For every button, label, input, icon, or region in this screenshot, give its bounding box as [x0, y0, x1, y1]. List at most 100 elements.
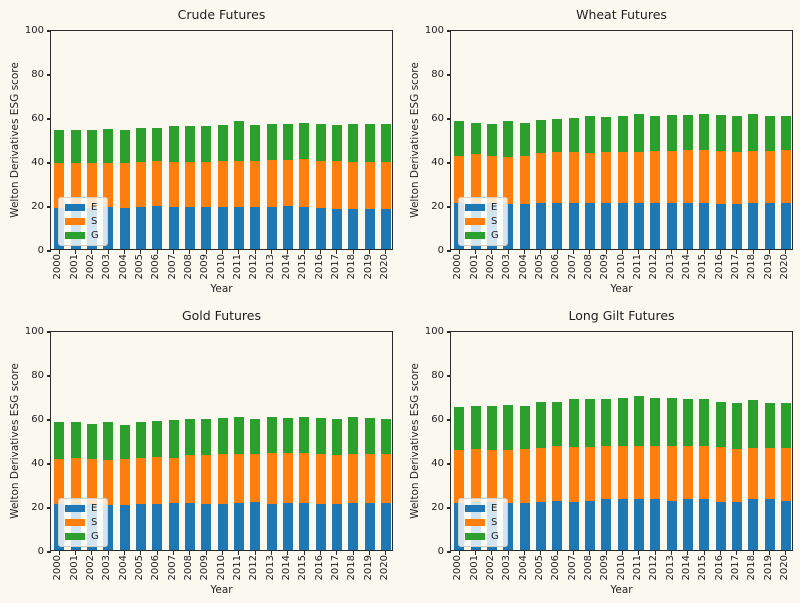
- bar-segment-e-2009: [601, 499, 612, 550]
- bar-segment-g-2018: [748, 400, 759, 448]
- x-tick-mark: [785, 551, 787, 555]
- bar-segment-e-2016: [715, 501, 726, 550]
- bar-segment-g-2020: [380, 419, 391, 455]
- x-tick-mark: [507, 250, 509, 254]
- x-tick-mark: [687, 250, 689, 254]
- bar-segment-e-2003: [503, 502, 514, 550]
- bar-segment-g-2012: [650, 115, 661, 152]
- bar-segment-e-2020: [780, 500, 791, 550]
- bar-segment-g-2010: [217, 418, 228, 455]
- x-tick-mark: [140, 551, 142, 555]
- x-tick-mark: [474, 250, 477, 254]
- x-tick-label: 2018: [346, 555, 358, 581]
- bar-segment-s-2009: [601, 152, 612, 203]
- bar-segment-g-2009: [601, 399, 612, 446]
- y-tick-mark: [447, 463, 451, 465]
- legend-label: E: [491, 503, 498, 514]
- bar-segment-s-2004: [119, 163, 130, 209]
- y-tick-mark: [447, 507, 451, 509]
- bar-segment-e-2015: [699, 202, 710, 249]
- bar-segment-g-2004: [519, 122, 530, 156]
- x-tick-label: 2010: [615, 254, 627, 280]
- bar-segment-g-2000: [54, 130, 65, 164]
- bar-segment-g-2009: [201, 419, 212, 456]
- bar-segment-e-2014: [682, 202, 693, 249]
- bar-segment-g-2012: [250, 124, 261, 161]
- x-tick-mark: [303, 551, 305, 555]
- x-tick-mark: [540, 551, 542, 555]
- bar-segment-e-2008: [184, 502, 195, 550]
- x-tick-label: 2007: [566, 254, 578, 280]
- bar-segment-s-2004: [119, 458, 130, 505]
- legend-swatch-e-icon: [65, 204, 85, 211]
- bar-segment-s-2000: [454, 155, 465, 203]
- bar-segment-e-2016: [315, 503, 326, 550]
- x-tick-mark: [719, 250, 722, 254]
- x-tick-label: 2013: [664, 555, 676, 581]
- x-tick-mark: [523, 250, 526, 254]
- bar-segment-s-2011: [233, 454, 244, 503]
- x-tick-label: 2008: [182, 254, 194, 280]
- bar-segment-e-2004: [119, 208, 130, 249]
- x-tick-mark: [287, 250, 289, 254]
- bar-segment-e-2007: [168, 207, 179, 249]
- bar-segment-s-2016: [315, 454, 326, 504]
- y-tick-label: 40: [431, 157, 444, 168]
- bar-segment-s-2014: [682, 445, 693, 500]
- y-tick-label: 40: [31, 458, 44, 469]
- bar-segment-s-2007: [168, 162, 179, 208]
- x-tick-label: 2006: [150, 555, 162, 581]
- bar-segment-g-2014: [682, 114, 693, 150]
- legend-entry-g: G: [465, 230, 499, 241]
- legend-entry-g: G: [65, 531, 99, 542]
- y-axis-label: Welton Derivatives ESG score: [409, 363, 421, 519]
- bar-segment-e-2008: [584, 500, 595, 550]
- bar-segment-g-2010: [217, 124, 228, 161]
- legend-swatch-e-icon: [465, 204, 485, 211]
- x-tick-mark: [589, 551, 591, 555]
- bar-segment-g-2016: [315, 123, 326, 161]
- x-tick-mark: [254, 250, 256, 254]
- bar-segment-g-2004: [519, 405, 530, 449]
- x-axis-label: Year: [210, 584, 233, 596]
- bar-segment-s-2016: [315, 161, 326, 209]
- x-tick-label: 2013: [264, 254, 276, 280]
- x-tick-mark: [270, 250, 273, 254]
- x-tick-label: 2001: [68, 254, 80, 280]
- bar-segment-g-2005: [535, 401, 546, 448]
- x-tick-mark: [189, 250, 191, 254]
- chart-title: Crude Futures: [177, 7, 266, 22]
- x-tick-label: 2012: [648, 555, 660, 581]
- bar-segment-g-2004: [119, 424, 130, 459]
- bar-segment-s-2015: [299, 453, 310, 503]
- x-tick-mark: [107, 250, 109, 254]
- bar-segment-e-2018: [348, 209, 359, 249]
- bar-segment-e-2013: [266, 207, 277, 249]
- bar-segment-g-2019: [364, 418, 375, 455]
- bar-segment-e-2019: [764, 202, 775, 249]
- x-tick-mark: [58, 250, 60, 254]
- legend-label: E: [491, 202, 498, 213]
- y-tick-mark: [447, 551, 451, 553]
- y-tick-label: 100: [424, 25, 444, 36]
- bar-segment-e-2010: [617, 499, 628, 550]
- legend-entry-e: E: [465, 202, 499, 213]
- x-tick-label: 2005: [133, 254, 145, 280]
- bar-segment-e-2004: [519, 502, 530, 550]
- x-tick-mark: [270, 551, 273, 555]
- bar-segment-e-2012: [650, 202, 661, 249]
- x-tick-mark: [303, 250, 305, 254]
- bar-segment-g-2006: [152, 128, 163, 161]
- bar-segment-g-2011: [633, 396, 644, 446]
- bar-segment-s-2018: [348, 454, 359, 503]
- y-tick-mark: [47, 419, 51, 421]
- x-tick-label: 2016: [313, 555, 325, 581]
- x-tick-label: 2010: [215, 555, 227, 581]
- x-tick-label: 2016: [713, 555, 725, 581]
- y-tick-mark: [447, 162, 451, 164]
- bar-segment-e-2007: [568, 501, 579, 550]
- legend-swatch-e-icon: [65, 505, 85, 512]
- bar-segment-s-2000: [54, 163, 65, 209]
